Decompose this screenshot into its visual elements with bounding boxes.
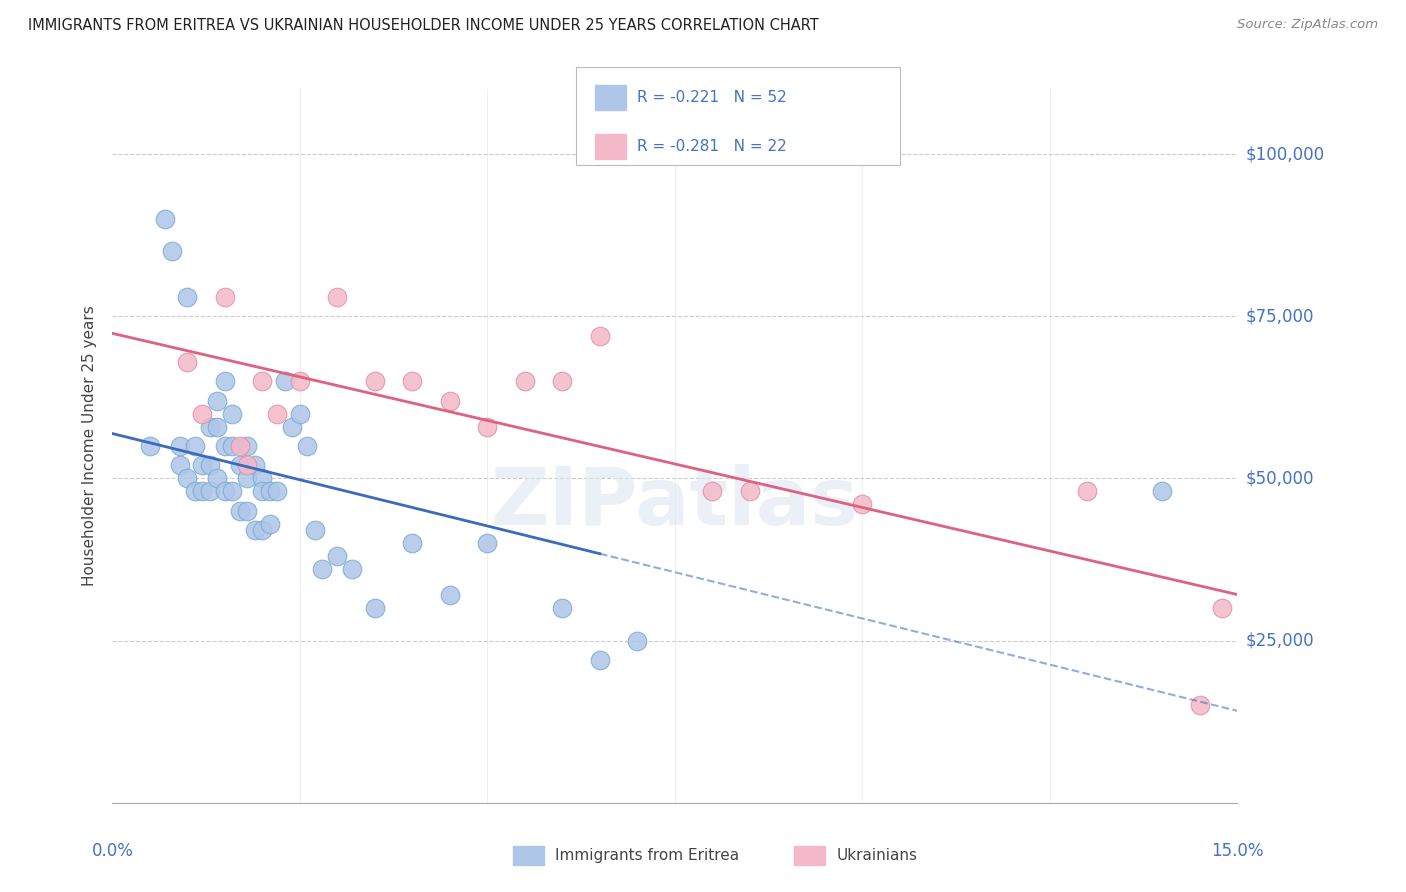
Text: $75,000: $75,000 [1246,307,1315,326]
Point [702,484,724,499]
Point [851,497,873,511]
Point [252,374,274,388]
Text: 15.0%: 15.0% [1211,842,1264,860]
Point [439,588,461,602]
Text: ZIPatlas: ZIPatlas [491,464,859,542]
Point [176,354,198,368]
Point [229,458,252,473]
Point [1211,601,1233,615]
Text: Immigrants from Eritrea: Immigrants from Eritrea [555,848,740,863]
Y-axis label: Householder Income Under 25 years: Householder Income Under 25 years [82,306,97,586]
Point [243,458,266,473]
Point [153,211,176,226]
Point [326,290,349,304]
Point [439,393,461,408]
Point [198,458,221,473]
Text: Source: ZipAtlas.com: Source: ZipAtlas.com [1237,18,1378,31]
Point [342,562,364,576]
Point [274,374,297,388]
Text: $50,000: $50,000 [1246,469,1315,487]
Point [214,484,236,499]
Point [1152,484,1174,499]
Text: 0.0%: 0.0% [91,842,134,860]
Point [191,484,214,499]
Point [551,374,574,388]
Point [252,524,274,538]
Point [162,244,184,259]
Point [266,407,288,421]
Point [191,458,214,473]
Point [221,484,243,499]
Text: IMMIGRANTS FROM ERITREA VS UKRAINIAN HOUSEHOLDER INCOME UNDER 25 YEARS CORRELATI: IMMIGRANTS FROM ERITREA VS UKRAINIAN HOU… [28,18,818,33]
Point [266,484,288,499]
Point [236,439,259,453]
Point [207,393,229,408]
Point [198,484,221,499]
Point [214,374,236,388]
Point [252,484,274,499]
Point [236,471,259,485]
Point [176,290,198,304]
Point [191,407,214,421]
Point [214,290,236,304]
Point [513,374,536,388]
Point [236,458,259,473]
Text: R = -0.221   N = 52: R = -0.221 N = 52 [637,90,787,104]
Point [184,484,207,499]
Point [214,439,236,453]
Point [589,653,612,667]
Point [176,471,198,485]
Point [221,407,243,421]
Text: $25,000: $25,000 [1246,632,1315,649]
Point [236,504,259,518]
Point [477,536,499,550]
Point [207,471,229,485]
Point [169,458,191,473]
Point [626,633,648,648]
Point [326,549,349,564]
Point [243,524,266,538]
Text: Ukrainians: Ukrainians [837,848,918,863]
Point [297,439,319,453]
Point [304,524,326,538]
Point [259,484,281,499]
Point [184,439,207,453]
Point [589,328,612,343]
Point [288,407,311,421]
Point [364,374,387,388]
Point [477,419,499,434]
Point [364,601,387,615]
Point [738,484,761,499]
Point [229,504,252,518]
Point [401,536,423,550]
Point [281,419,304,434]
Point [221,439,243,453]
Text: $100,000: $100,000 [1246,145,1324,163]
Point [1076,484,1098,499]
Point [198,419,221,434]
Point [229,439,252,453]
Point [401,374,423,388]
Point [207,419,229,434]
Point [288,374,311,388]
Point [252,471,274,485]
Point [169,439,191,453]
Point [311,562,333,576]
Point [1188,698,1211,713]
Point [259,516,281,531]
Point [551,601,574,615]
Text: R = -0.281   N = 22: R = -0.281 N = 22 [637,139,787,153]
Point [139,439,162,453]
